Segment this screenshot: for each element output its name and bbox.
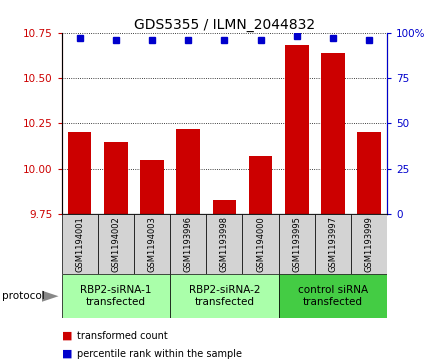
Bar bbox=[62, 274, 170, 318]
Bar bbox=[176, 129, 200, 214]
Text: GSM1194001: GSM1194001 bbox=[75, 216, 84, 272]
Text: transformed count: transformed count bbox=[77, 331, 168, 341]
Text: GSM1193999: GSM1193999 bbox=[365, 216, 374, 272]
Bar bbox=[357, 132, 381, 214]
Bar bbox=[351, 214, 387, 274]
Bar bbox=[242, 214, 279, 274]
Bar bbox=[140, 160, 164, 214]
Text: GSM1194003: GSM1194003 bbox=[147, 216, 157, 272]
Bar bbox=[134, 214, 170, 274]
Text: protocol: protocol bbox=[2, 291, 45, 301]
Text: RBP2-siRNA-2
transfected: RBP2-siRNA-2 transfected bbox=[189, 285, 260, 307]
Bar bbox=[279, 274, 387, 318]
Text: GSM1193996: GSM1193996 bbox=[184, 216, 193, 272]
Text: GSM1193997: GSM1193997 bbox=[328, 216, 337, 272]
Text: GSM1193995: GSM1193995 bbox=[292, 216, 301, 272]
Bar bbox=[315, 214, 351, 274]
Bar bbox=[68, 132, 92, 214]
Text: RBP2-siRNA-1
transfected: RBP2-siRNA-1 transfected bbox=[80, 285, 152, 307]
Bar bbox=[170, 274, 279, 318]
Bar bbox=[321, 53, 345, 214]
Title: GDS5355 / ILMN_2044832: GDS5355 / ILMN_2044832 bbox=[134, 18, 315, 32]
Bar bbox=[98, 214, 134, 274]
Bar bbox=[285, 45, 308, 214]
Bar bbox=[170, 214, 206, 274]
Bar bbox=[279, 214, 315, 274]
Polygon shape bbox=[42, 291, 59, 302]
Text: ■: ■ bbox=[62, 349, 72, 359]
Text: GSM1193998: GSM1193998 bbox=[220, 216, 229, 272]
Bar bbox=[104, 142, 128, 214]
Text: GSM1194002: GSM1194002 bbox=[111, 216, 121, 272]
Text: GSM1194000: GSM1194000 bbox=[256, 216, 265, 272]
Bar bbox=[206, 214, 242, 274]
Text: ■: ■ bbox=[62, 331, 72, 341]
Text: control siRNA
transfected: control siRNA transfected bbox=[298, 285, 368, 307]
Text: percentile rank within the sample: percentile rank within the sample bbox=[77, 349, 242, 359]
Bar bbox=[249, 156, 272, 214]
Bar bbox=[62, 214, 98, 274]
Bar bbox=[213, 200, 236, 214]
